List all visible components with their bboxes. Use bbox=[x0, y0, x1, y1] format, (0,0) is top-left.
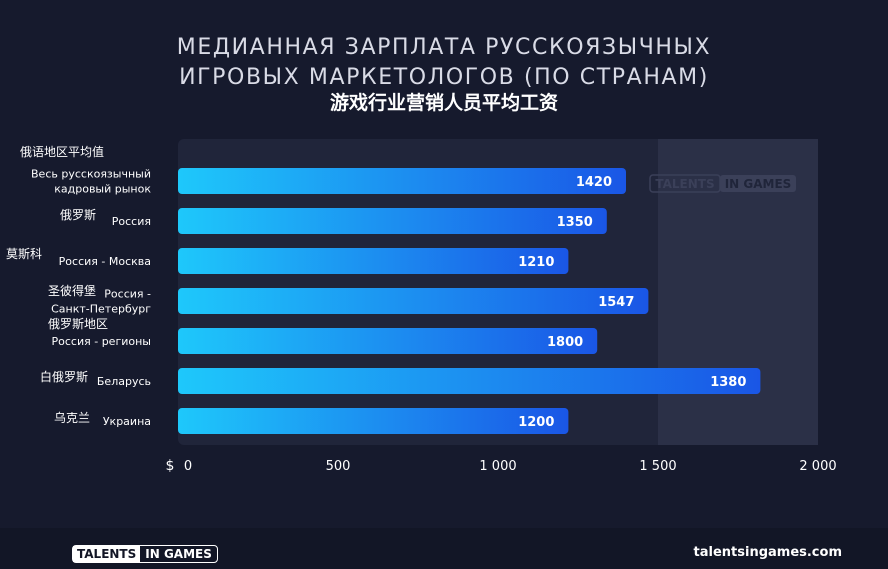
bar-value-label: 1420 bbox=[576, 175, 612, 190]
category-label: Санкт-Петербург bbox=[51, 303, 151, 316]
bar bbox=[178, 408, 569, 434]
category-label-cn: 圣彼得堡 bbox=[48, 283, 96, 298]
x-axis-tick-label: 0 bbox=[184, 459, 192, 474]
bar-value-label: 1350 bbox=[557, 215, 593, 230]
category-label-cn: 俄罗斯地区 bbox=[48, 317, 108, 331]
x-axis-currency-symbol: $ bbox=[166, 458, 175, 474]
category-label: Россия bbox=[112, 215, 151, 228]
x-axis-tick-label: 500 bbox=[326, 459, 351, 474]
category-label-cn: 白俄罗斯 bbox=[40, 369, 88, 384]
category-label-cn: 乌克兰 bbox=[54, 410, 90, 425]
category-label: Россия - регионы bbox=[52, 335, 151, 348]
logo-part-in-games: IN GAMES bbox=[145, 547, 212, 561]
category-label: Россия - bbox=[104, 288, 151, 301]
x-axis-tick-label: 1 500 bbox=[639, 459, 676, 474]
bar-value-label: 1547 bbox=[598, 295, 634, 310]
category-label-cn: 俄语地区平均值 bbox=[20, 144, 104, 159]
category-label: Весь русскоязычный bbox=[31, 168, 151, 181]
logo-part-talents: TALENTS bbox=[73, 546, 141, 562]
chart-title-line1: МЕДИАННАЯ ЗАРПЛАТА РУССКОЯЗЫЧНЫХ bbox=[176, 35, 712, 60]
watermark-box-right bbox=[720, 175, 796, 192]
bar bbox=[178, 208, 607, 234]
category-label: Украина bbox=[103, 415, 151, 428]
bar bbox=[178, 368, 761, 394]
watermark-text-right: IN GAMES bbox=[725, 177, 792, 191]
chart-title-line2: ИГРОВЫХ МАРКЕТОЛОГОВ (ПО СТРАНАМ) bbox=[179, 65, 709, 90]
category-label: Россия - Москва bbox=[59, 255, 151, 268]
bar-value-label: 1380 bbox=[710, 375, 746, 390]
category-label-cn: 俄罗斯 bbox=[60, 208, 96, 222]
bar bbox=[178, 168, 626, 194]
watermark-text-left: TALENTS bbox=[655, 177, 714, 191]
bar-value-label: 1800 bbox=[547, 335, 583, 350]
talents-in-games-logo: TALENTS IN GAMES bbox=[72, 545, 218, 563]
bar bbox=[178, 288, 649, 314]
category-label-cn: 莫斯科 bbox=[6, 247, 42, 261]
chart-subtitle-cn: 游戏行业营销人员平均工资 bbox=[329, 92, 558, 114]
bar-value-label: 1210 bbox=[518, 255, 554, 270]
chart-title: МЕДИАННАЯ ЗАРПЛАТА РУССКОЯЗЫЧНЫХ ИГРОВЫХ… bbox=[0, 33, 888, 93]
category-label: Беларусь bbox=[97, 375, 151, 388]
bar-value-label: 1200 bbox=[518, 415, 554, 430]
talents-in-games-watermark: TALENTS IN GAMES bbox=[649, 174, 796, 193]
category-label: кадровый рынок bbox=[54, 183, 151, 196]
website-link[interactable]: talentsingames.com bbox=[693, 545, 842, 560]
bar bbox=[178, 248, 569, 274]
x-axis-tick-label: 1 000 bbox=[479, 459, 516, 474]
x-axis-tick-label: 2 000 bbox=[799, 459, 836, 474]
bar bbox=[178, 328, 598, 354]
